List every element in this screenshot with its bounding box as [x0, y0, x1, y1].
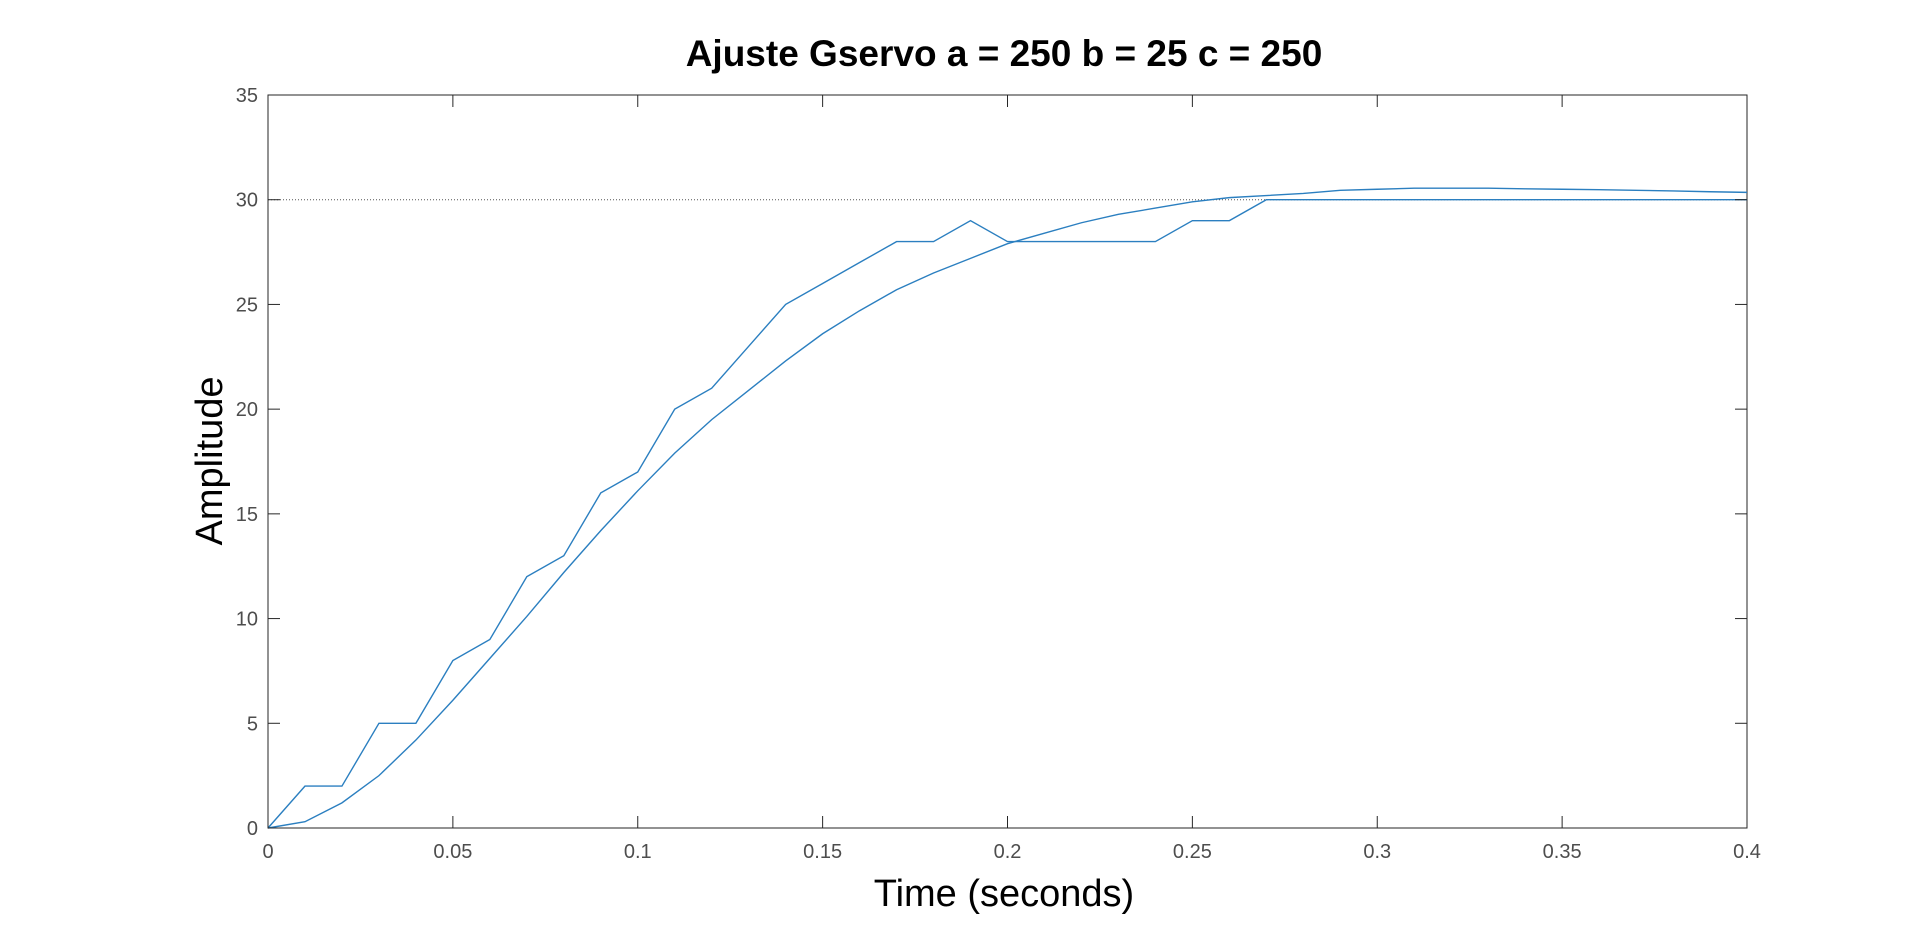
x-tick-label: 0.15: [803, 841, 842, 863]
x-tick-label: 0.3: [1363, 841, 1391, 863]
chart-title: Ajuste Gservo a = 250 b = 25 c = 250: [686, 33, 1323, 74]
y-tick-label: 5: [247, 713, 258, 735]
x-tick-label: 0.2: [994, 841, 1022, 863]
y-axis-ticks: 0 5 10 15 20 25 30 35: [236, 85, 1747, 840]
y-tick-label: 25: [236, 294, 258, 316]
y-axis-label: Amplitude: [189, 377, 231, 546]
x-tick-label: 0.4: [1733, 841, 1761, 863]
series-line-2: [267, 187, 1748, 829]
x-tick-label: 0: [262, 841, 273, 863]
plot-area: 0 0.05 0.1 0.15 0.2 0.25 0.3 0.35 0.4 0 5 10 15 20 25…: [236, 85, 1761, 863]
y-tick-label: 20: [236, 399, 258, 421]
y-tick-label: 15: [236, 504, 258, 526]
y-tick-label: 30: [236, 190, 258, 212]
x-axis-label: Time (seconds): [874, 873, 1134, 915]
y-tick-label: 0: [247, 818, 258, 840]
y-tick-label: 10: [236, 609, 258, 631]
series-layer: [267, 187, 1748, 829]
x-tick-label: 0.35: [1543, 841, 1582, 863]
x-tick-label: 0.1: [624, 841, 652, 863]
x-tick-label: 0.25: [1173, 841, 1212, 863]
y-tick-label: 35: [236, 85, 258, 107]
x-tick-label: 0.05: [433, 841, 472, 863]
series-line-1: [267, 199, 1747, 829]
x-axis-ticks: 0 0.05 0.1 0.15 0.2 0.25 0.3 0.35 0.4: [262, 95, 1761, 863]
